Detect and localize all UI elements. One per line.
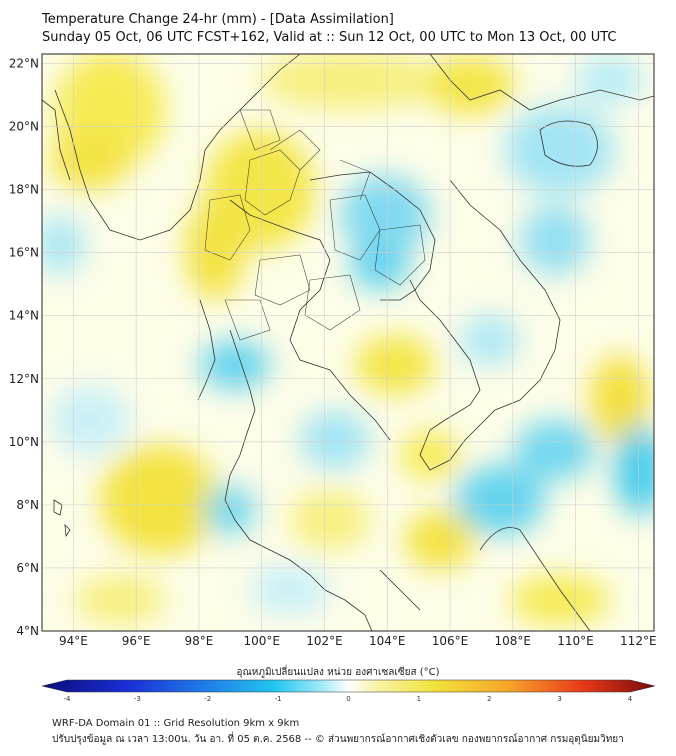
colorbar-tick-label: 3 xyxy=(557,695,561,703)
map-title: Temperature Change 24-hr (mm) - [Data As… xyxy=(42,12,394,27)
map-frame xyxy=(41,53,655,632)
map-subtitle: Sunday 05 Oct, 06 UTC FCST+162, Valid at… xyxy=(42,30,617,45)
colorbar-tick-label: 1 xyxy=(417,695,421,703)
colorbar-label: อุณหภูมิเปลี่ยนแปลง หน่วย องศาเซลเซียส (… xyxy=(236,667,440,678)
colorbar-tick-label: 2 xyxy=(487,695,491,703)
lat-label: 14°N xyxy=(9,309,39,323)
lon-label: 106°E xyxy=(432,634,469,648)
lat-label: 6°N xyxy=(16,561,39,575)
lon-label: 108°E xyxy=(495,634,532,648)
lat-label: 22°N xyxy=(9,56,39,70)
lon-label: 110°E xyxy=(557,634,594,648)
temperature-field xyxy=(42,54,654,625)
lat-label: 18°N xyxy=(9,183,39,197)
colorbar: -4 -3 -2 -1 0 1 2 3 4 xyxy=(41,679,656,703)
footer-credit: ปรับปรุงข้อมูล ณ เวลา 13:00น. วัน อา. ที… xyxy=(52,734,624,745)
coastlines xyxy=(42,54,654,631)
lon-label: 96°E xyxy=(122,634,151,648)
lon-label: 94°E xyxy=(59,634,88,648)
latitude-labels: 22°N 20°N 18°N 16°N 14°N 12°N 10°N 8°N 6°N 4°N xyxy=(9,56,39,638)
lon-label: 102°E xyxy=(306,634,343,648)
colorbar-tick-label: -2 xyxy=(204,695,211,703)
colorbar-ticks: -4 -3 -2 -1 0 1 2 3 4 xyxy=(64,695,633,703)
lat-label: 16°N xyxy=(9,246,39,260)
colorbar-tick-label: 4 xyxy=(628,695,633,703)
colorbar-tick-label: 0 xyxy=(346,695,350,703)
graticule xyxy=(42,54,654,631)
colorbar-tick-label: -4 xyxy=(64,695,72,703)
lat-label: 8°N xyxy=(16,498,39,512)
lat-label: 4°N xyxy=(16,624,39,638)
lon-label: 98°E xyxy=(184,634,213,648)
lat-label: 10°N xyxy=(9,435,39,449)
lon-label: 100°E xyxy=(243,634,280,648)
lon-label: 112°E xyxy=(620,634,657,648)
province-borders xyxy=(204,109,426,341)
lat-label: 12°N xyxy=(9,372,39,386)
lat-label: 20°N xyxy=(9,120,39,134)
colorbar-tick-label: -3 xyxy=(134,695,141,703)
longitude-labels: 94°E 96°E 98°E 100°E 102°E 104°E 106°E 108°E 110… xyxy=(59,634,657,648)
colorbar-bar xyxy=(41,679,656,693)
footer-model-info: WRF-DA Domain 01 :: Grid Resolution 9km … xyxy=(52,718,300,729)
lon-label: 104°E xyxy=(369,634,406,648)
colorbar-tick-label: -1 xyxy=(275,695,282,703)
